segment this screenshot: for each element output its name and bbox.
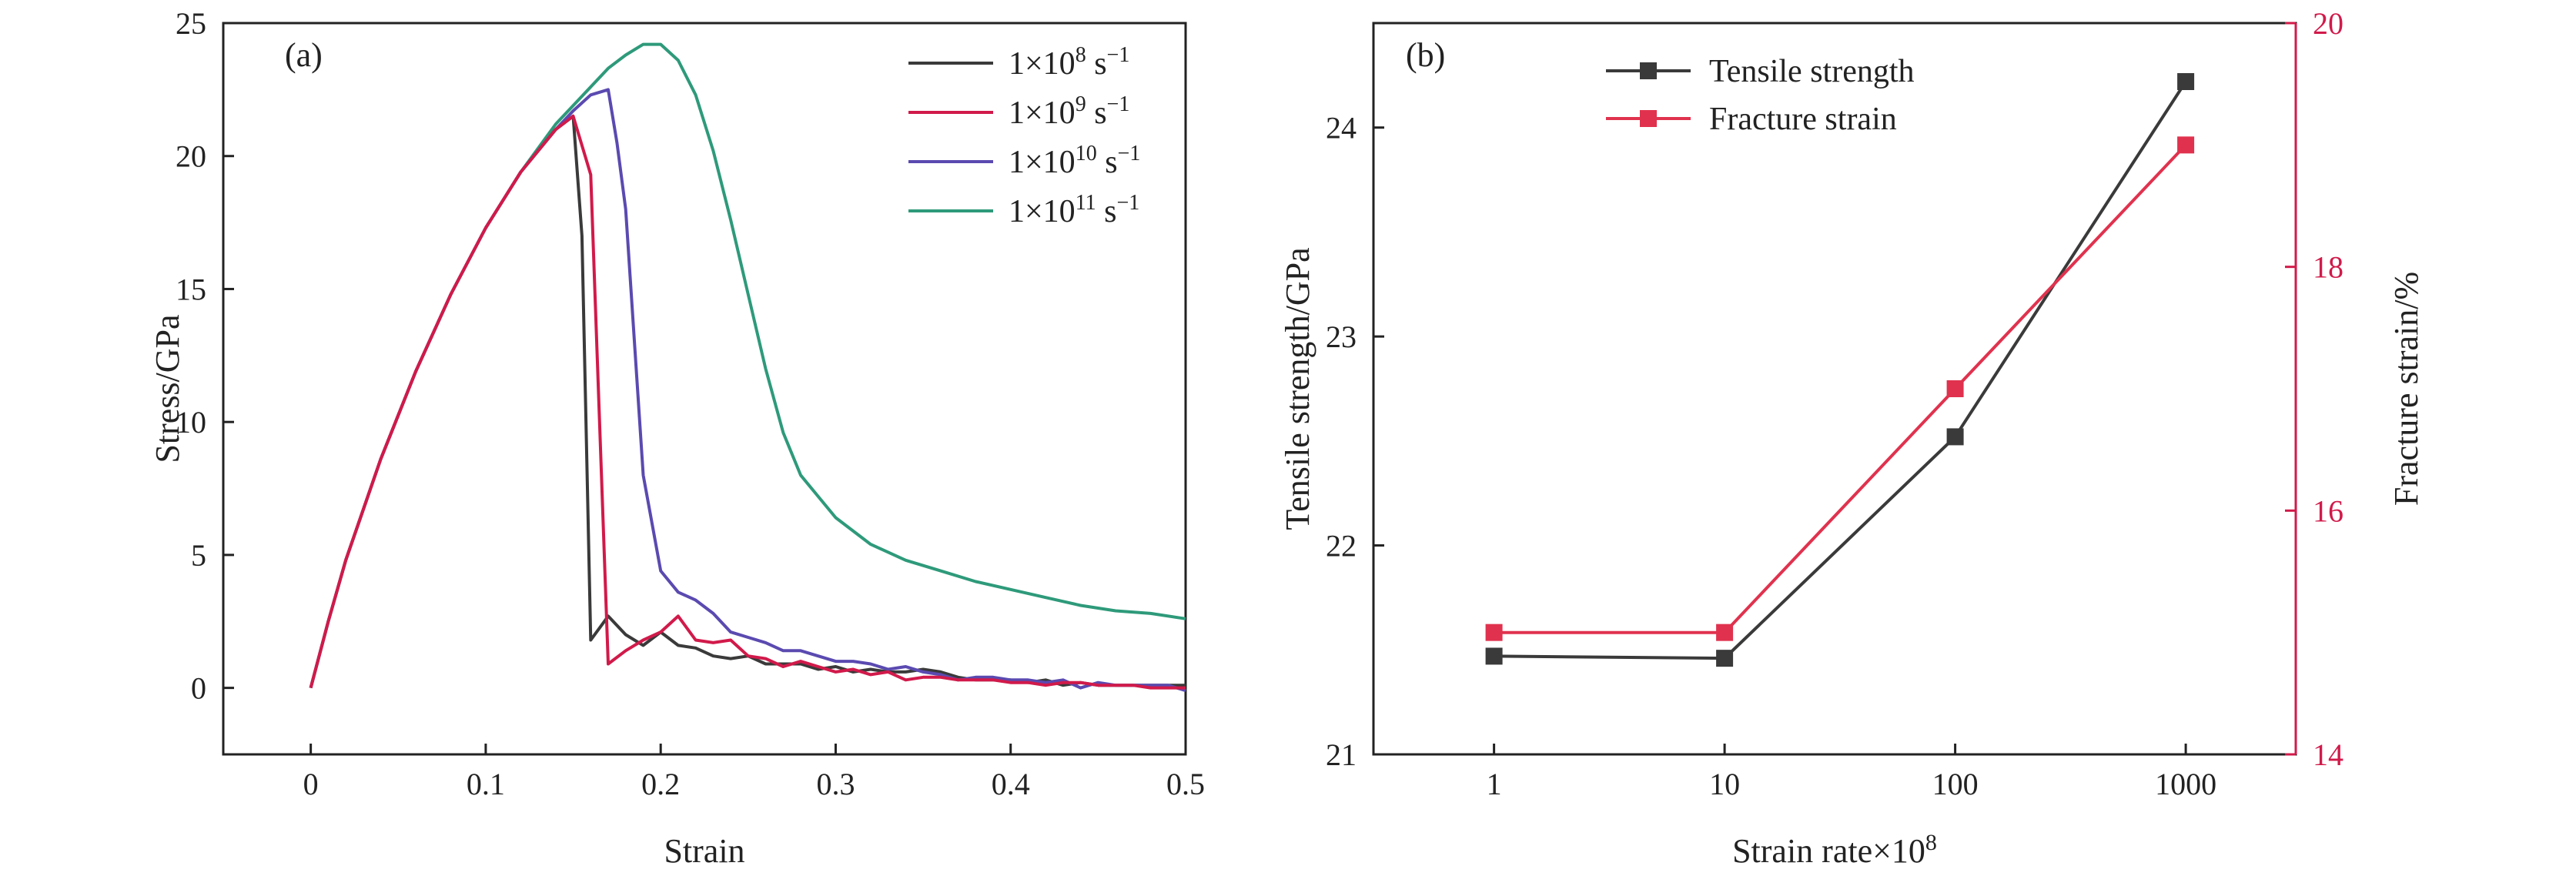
panel-a-y-axis-title: Stress/GPa <box>149 314 186 463</box>
panel-a-legend-exp: 11 <box>1076 191 1096 215</box>
panel-a-legend-unit: s <box>1086 46 1107 82</box>
panel-a-legend-unit-exp: −1 <box>1107 92 1130 116</box>
panel-b-ticks: 1 10 100 1000 21 22 23 24 14 16 18 20 <box>1326 6 2343 801</box>
panel-a-label: (a) <box>285 36 323 74</box>
panel-b-series-line-2 <box>1494 143 2187 634</box>
panel-b-legend: Tensile strength Fracture strain <box>1606 54 1915 137</box>
panel-a-legend-entry: 1×1010 s−1 <box>1009 142 1140 180</box>
panel-a-axes-frame <box>222 22 1187 756</box>
panel-b-x-tick-label: 1 <box>1487 767 1502 801</box>
panel-a-legend-base: 1×10 <box>1009 46 1076 82</box>
panel-a-x-tick-label: 0.2 <box>641 767 680 801</box>
panel-b-y-axis-title: Tensile strength/GPa <box>1279 247 1316 530</box>
panel-a-y-tick-label: 10 <box>176 405 206 440</box>
panel-b-point-marker <box>2177 73 2195 90</box>
panel-b-y2-axis-title: Fracture strain/% <box>2387 272 2425 506</box>
panel-a-legend-unit: s <box>1096 194 1117 229</box>
panel-b-series-line-1 <box>1494 80 2187 660</box>
panel-a-legend-base: 1×10 <box>1009 194 1076 229</box>
panel-a-x-tick-label: 0.4 <box>992 767 1030 801</box>
panel-b-y-tick-label: 23 <box>1326 319 1357 354</box>
panel-b-y-tick-label: 22 <box>1326 529 1357 563</box>
panel-a-x-tick-label: 0.3 <box>816 767 855 801</box>
panel-a-legend-unit-exp: −1 <box>1118 142 1141 166</box>
panel-a-legend: 1×108 s−11×109 s−11×1010 s−11×1011 s−1 <box>908 43 1140 229</box>
panel-b-y2-tick-label: 20 <box>2313 6 2343 41</box>
panel-b-point-marker <box>1485 647 1503 665</box>
panel-b-x-tick-label: 1000 <box>2155 767 2216 801</box>
panel-b-series-group <box>1485 73 2195 667</box>
panel-b-y-tick-label: 24 <box>1326 111 1357 145</box>
panel-a-y-tick-label: 15 <box>176 272 206 306</box>
panel-b-x-axis-title: Strain rate×108 <box>1732 830 1937 870</box>
panel-a-legend-unit-exp: −1 <box>1117 191 1140 215</box>
panel-b-x-axis-title-base: Strain rate×10 <box>1732 832 1925 870</box>
panel-b-point-marker <box>2177 136 2195 154</box>
panel-a-x-tick-label: 0.5 <box>1166 767 1205 801</box>
panel-b-legend-entry: Tensile strength <box>1709 54 1915 89</box>
panel-a-ticks: 0 0.1 0.2 0.3 0.4 0.5 0 5 10 15 20 25 <box>176 6 1205 801</box>
panel-b-legend-marker <box>1640 62 1657 79</box>
panel-a-x-tick-label: 0 <box>303 767 319 801</box>
panel-a-legend-entry: 1×108 s−1 <box>1009 43 1129 82</box>
panel-b-label: (b) <box>1406 36 1445 74</box>
panel-b-x-axis-title-exp: 8 <box>1925 830 1937 855</box>
panel-a-legend-base: 1×10 <box>1009 95 1076 131</box>
panel-b-legend-marker <box>1640 110 1657 127</box>
panel-b-legend-entry: Fracture strain <box>1709 102 1897 137</box>
panel-b-point-marker <box>1716 624 1734 641</box>
panel-a-x-tick-label: 0.1 <box>467 767 505 801</box>
panel-a-legend-exp: 8 <box>1076 43 1086 67</box>
panel-a-legend-exp: 9 <box>1076 92 1086 116</box>
panel-b-point-marker <box>1716 650 1734 667</box>
panel-b-strength-rate: 1 10 100 1000 21 22 23 24 14 16 18 20 (b) Strain ra… <box>1279 6 2425 870</box>
panel-a-y-tick-label: 0 <box>191 671 206 706</box>
panel-a-legend-entry: 1×109 s−1 <box>1009 92 1129 131</box>
panel-a-legend-base: 1×10 <box>1009 145 1076 180</box>
panel-a-legend-exp: 10 <box>1076 142 1097 166</box>
panel-a-series-group <box>309 42 1186 693</box>
panel-a-legend-entry: 1×1011 s−1 <box>1009 191 1139 229</box>
panel-b-x-tick-label: 100 <box>1932 767 1979 801</box>
panel-a-stress-strain: 0 0.1 0.2 0.3 0.4 0.5 0 5 10 15 20 25 (a) Strain St… <box>149 6 1205 870</box>
panel-a-series-line-2 <box>309 114 1186 690</box>
panel-a-y-tick-label: 25 <box>176 6 206 41</box>
panel-b-y-tick-label: 21 <box>1326 737 1357 772</box>
panel-b-y2-tick-label: 18 <box>2313 250 2343 285</box>
panel-a-legend-unit: s <box>1097 145 1118 180</box>
panel-b-point-marker <box>1946 428 1964 446</box>
panel-b-point-marker <box>1946 380 1964 397</box>
panel-a-y-tick-label: 20 <box>176 139 206 174</box>
panel-b-point-marker <box>1485 624 1503 641</box>
panel-b-y2-tick-label: 16 <box>2313 493 2343 528</box>
panel-a-legend-unit: s <box>1086 95 1107 131</box>
panel-a-y-tick-label: 5 <box>191 538 206 573</box>
panel-a-legend-unit-exp: −1 <box>1107 43 1130 67</box>
panel-a-x-axis-title: Strain <box>664 832 744 870</box>
panel-b-y2-tick-label: 14 <box>2313 737 2343 772</box>
panel-b-x-tick-label: 10 <box>1709 767 1740 801</box>
